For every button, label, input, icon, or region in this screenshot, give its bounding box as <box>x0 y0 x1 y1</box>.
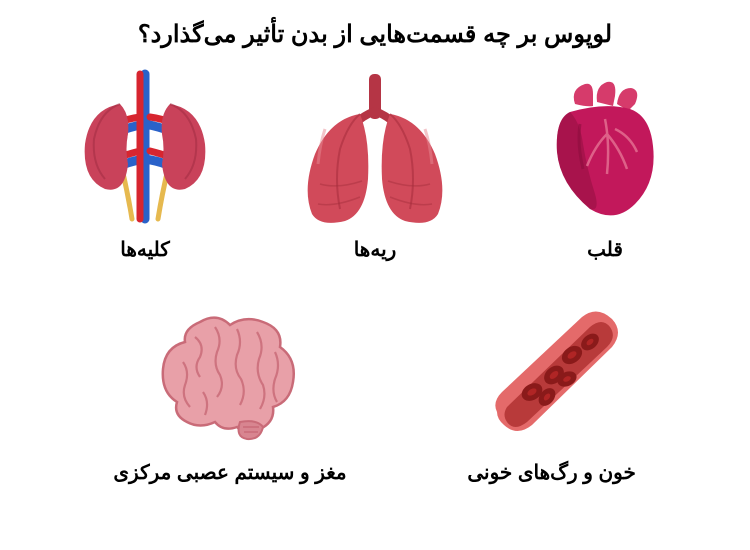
brain-label: مغز و سیستم عصبی مرکزی <box>113 460 346 485</box>
item-lungs: ریه‌ها <box>290 69 460 262</box>
brain-icon <box>145 292 315 452</box>
item-heart: قلب <box>520 69 690 262</box>
heart-icon <box>520 69 690 229</box>
lungs-icon <box>290 69 460 229</box>
item-kidneys: کلیه‌ها <box>60 69 230 262</box>
kidneys-label: کلیه‌ها <box>120 237 170 262</box>
item-blood: خون و رگ‌های خونی <box>467 292 637 485</box>
kidneys-icon <box>60 69 230 229</box>
heart-label: قلب <box>587 237 623 262</box>
infographic-container: لوپوس بر چه قسمت‌هایی از بدن تأثیر می‌گذ… <box>0 0 750 550</box>
blood-icon <box>467 292 637 452</box>
item-brain: مغز و سیستم عصبی مرکزی <box>113 292 346 485</box>
blood-label: خون و رگ‌های خونی <box>467 460 636 485</box>
page-title: لوپوس بر چه قسمت‌هایی از بدن تأثیر می‌گذ… <box>138 20 612 49</box>
lungs-label: ریه‌ها <box>354 237 397 262</box>
row-2: خون و رگ‌های خونی مغز و سیستم عصبی مرکزی <box>30 292 720 485</box>
row-1: قلب <box>30 69 720 262</box>
